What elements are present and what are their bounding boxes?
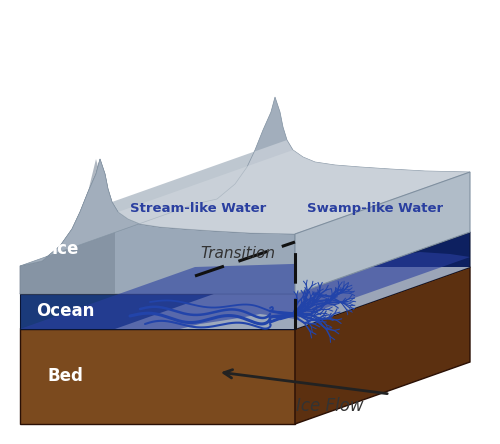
Polygon shape	[118, 150, 470, 234]
Text: Swamp-like Water: Swamp-like Water	[307, 202, 443, 215]
Polygon shape	[295, 232, 470, 329]
Text: Bed: Bed	[47, 367, 83, 385]
Polygon shape	[20, 232, 470, 294]
Text: Ice Flow: Ice Flow	[296, 397, 364, 415]
Text: Transition: Transition	[200, 246, 275, 262]
Text: Ocean: Ocean	[36, 302, 94, 320]
Text: Stream-like Water: Stream-like Water	[130, 202, 266, 215]
Polygon shape	[20, 294, 295, 329]
Polygon shape	[20, 252, 470, 329]
Polygon shape	[20, 97, 470, 266]
Polygon shape	[20, 267, 470, 329]
Polygon shape	[115, 267, 470, 329]
Polygon shape	[20, 159, 128, 294]
Polygon shape	[295, 267, 470, 424]
Polygon shape	[20, 159, 295, 294]
Text: Ice: Ice	[52, 240, 78, 258]
Polygon shape	[20, 97, 287, 266]
Polygon shape	[295, 172, 470, 294]
Polygon shape	[20, 329, 295, 424]
